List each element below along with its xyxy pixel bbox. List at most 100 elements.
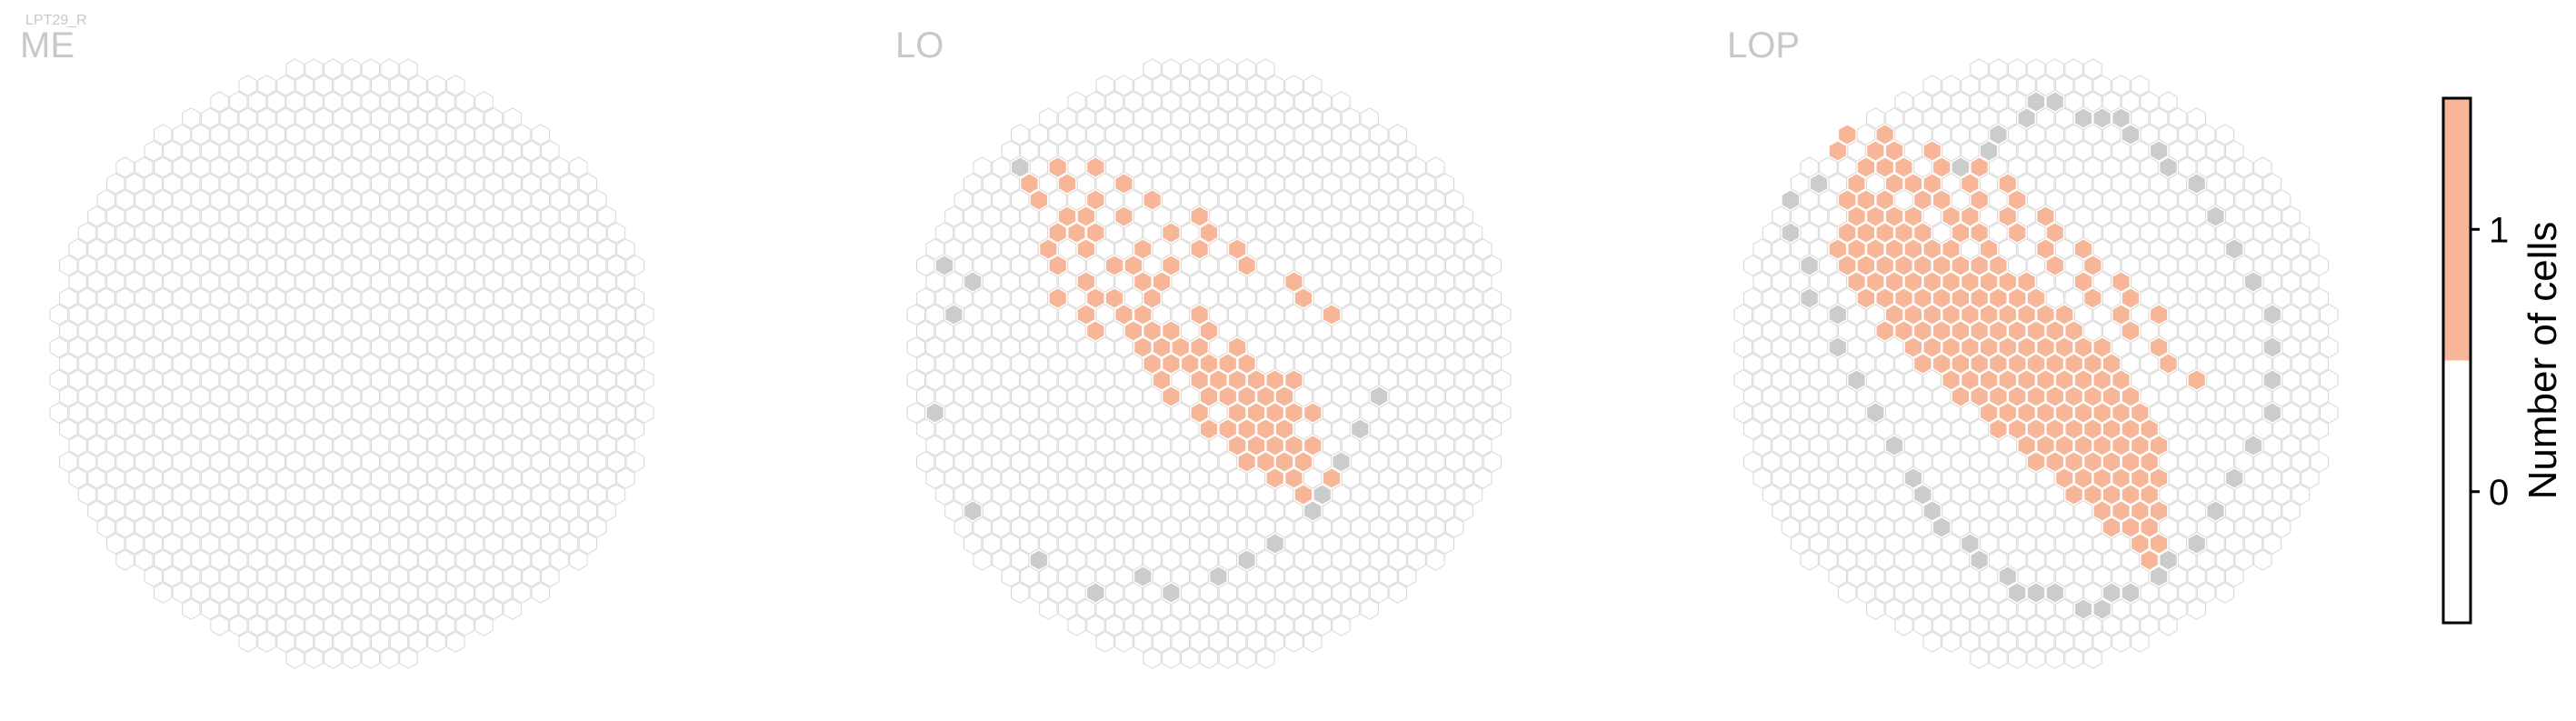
hex-cell-empty [2083, 320, 2102, 342]
hex-cell-empty [210, 222, 229, 244]
hex-cell-empty [154, 353, 173, 375]
hex-cell-empty [333, 369, 352, 391]
hex-cell-empty [1143, 91, 1162, 113]
hex-cell-empty [333, 75, 352, 96]
hex-cell-empty [238, 271, 257, 293]
hex-cell-empty [361, 124, 380, 145]
hex-cell-filled [1894, 320, 1913, 342]
hex-cell-empty [1903, 402, 1923, 424]
hex-cell-empty [503, 533, 522, 555]
hex-cell-empty [380, 386, 399, 407]
hex-cell-empty [1951, 582, 1971, 604]
hex-cell-empty [324, 353, 343, 375]
hex-cell-empty [464, 598, 484, 620]
hex-cell-empty [210, 516, 229, 538]
hex-cell-empty [68, 402, 87, 424]
hex-cell-empty [2310, 320, 2329, 342]
hex-cell-empty [1388, 156, 1407, 178]
hex-cell-empty [324, 58, 343, 80]
hex-cell-empty [474, 222, 494, 244]
hex-cell-empty [1866, 369, 1885, 391]
hex-cell-empty [1800, 320, 1819, 342]
hex-cell-empty [1303, 566, 1323, 587]
hex-cell-empty [238, 631, 257, 653]
hex-cell-empty [464, 238, 484, 260]
hex-cell-empty [1152, 304, 1172, 325]
hex-cell-filled [1989, 287, 2008, 309]
hex-cell-empty [1114, 140, 1133, 162]
hex-cell-empty [635, 336, 654, 358]
hex-cell-empty [1114, 500, 1133, 522]
hex-cell-empty [455, 516, 474, 538]
hex-cell-empty [1001, 336, 1020, 358]
hex-cell-empty [276, 304, 295, 325]
hex-cell-empty [266, 516, 286, 538]
hex-cell-empty [1388, 549, 1407, 571]
hex-cell-empty [1416, 435, 1436, 456]
hex-cell-empty [1293, 189, 1313, 211]
hex-cell-filled [2102, 516, 2122, 538]
hex-cell-empty [2017, 140, 2036, 162]
hex-cell-empty [494, 484, 513, 506]
hex-cell-empty [1800, 386, 1819, 407]
hex-cell-empty [389, 369, 409, 391]
hex-cell-empty [522, 304, 541, 325]
hex-cell-empty [389, 238, 409, 260]
hex-cell-empty [1961, 140, 1980, 162]
hex-cell-filled [1979, 336, 1999, 358]
hex-cell-empty [182, 173, 201, 195]
hex-cell-empty [352, 173, 371, 195]
hex-cell-empty [314, 500, 333, 522]
hex-cell-empty [144, 566, 163, 587]
hex-cell-empty [1237, 615, 1256, 636]
hex-cell-empty [333, 173, 352, 195]
hex-cell-empty [446, 173, 465, 195]
hex-cell-empty [305, 124, 324, 145]
hex-cell-empty [324, 516, 343, 538]
hex-cell-empty [1809, 467, 1829, 489]
hex-cell-empty [2045, 58, 2064, 80]
hex-cell-empty [371, 598, 390, 620]
hex-cell-empty [1454, 271, 1473, 293]
hex-cell-empty [1360, 533, 1379, 555]
hex-cell-empty [219, 271, 239, 293]
hex-cell-empty [2055, 631, 2074, 653]
hex-cell-empty [1970, 91, 1989, 113]
hex-cell-empty [172, 582, 192, 604]
hex-cell-empty [1293, 516, 1313, 538]
hex-cell-empty [1913, 91, 1932, 113]
hex-cell-empty [1086, 549, 1105, 571]
hex-cell-empty [305, 222, 324, 244]
hex-cell-empty [446, 369, 465, 391]
hex-cell-filled [1989, 418, 2008, 440]
hex-cell-empty [1970, 58, 1989, 80]
hex-cell-empty [125, 533, 145, 555]
hex-cell-empty [1152, 238, 1172, 260]
hex-cell-empty [342, 647, 362, 669]
hex-cell-empty [1218, 287, 1237, 309]
hex-cell-filled [1293, 287, 1313, 309]
hex-cell-empty [2073, 173, 2093, 195]
hex-cell-empty [2064, 615, 2083, 636]
hex-cell-filled [1894, 287, 1913, 309]
hex-cell-empty [464, 500, 484, 522]
hex-cell-empty [2281, 304, 2301, 325]
hex-cell-filled [2149, 500, 2169, 522]
hex-cell-empty [1351, 287, 1370, 309]
hex-cell-empty [1435, 500, 1454, 522]
hex-cell-filled [2131, 533, 2150, 555]
hex-cell-empty [944, 336, 964, 358]
hex-cell-empty [1970, 615, 1989, 636]
hex-cell-empty [1922, 598, 1942, 620]
hex-cell-gray [1029, 549, 1049, 571]
hex-cell-empty [1762, 287, 1782, 309]
hex-cell-empty [352, 467, 371, 489]
hex-cell-empty [49, 402, 68, 424]
hex-cell-empty [2187, 598, 2206, 620]
hex-cell-empty [2168, 336, 2188, 358]
hex-cell-empty [1913, 156, 1932, 178]
hex-cell-empty [484, 336, 504, 358]
hex-cell-empty [550, 353, 569, 375]
hex-cell-empty [1875, 386, 1894, 407]
hex-cell-filled [1162, 353, 1181, 375]
